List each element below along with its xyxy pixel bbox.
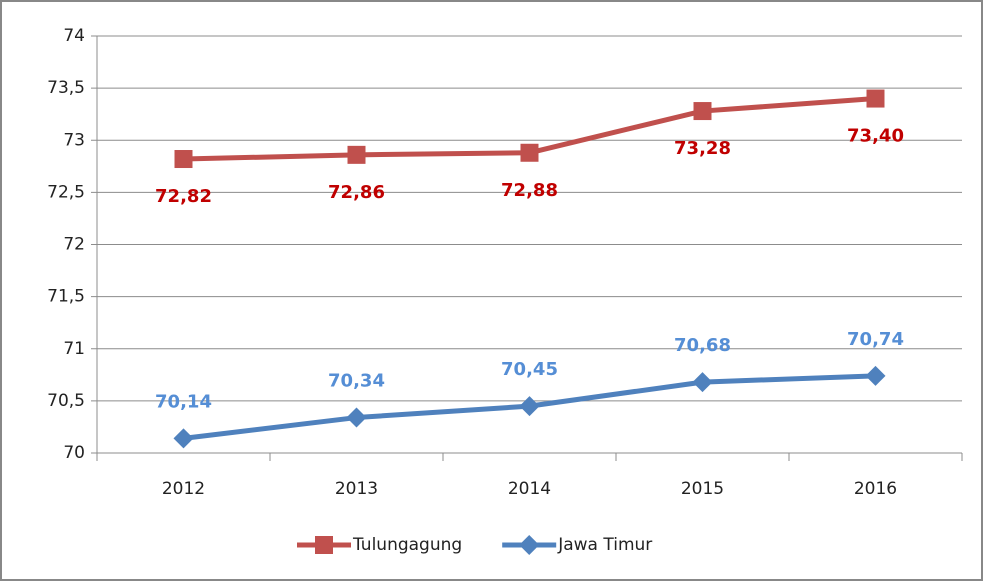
marker-square <box>347 145 366 164</box>
y-tick-label: 73,5 <box>47 78 85 98</box>
y-tick-label: 72 <box>63 235 85 255</box>
y-tick-label: 71,5 <box>47 287 85 307</box>
x-tick-label: 2016 <box>854 479 897 499</box>
value-label: 73,40 <box>847 126 904 147</box>
y-tick-label: 70 <box>63 443 85 463</box>
value-label: 70,34 <box>328 371 385 392</box>
y-tick-label: 71 <box>63 339 85 359</box>
legend-marker <box>519 535 540 555</box>
marker-diamond <box>865 365 886 386</box>
x-tick-label: 2012 <box>162 479 205 499</box>
value-label: 73,28 <box>674 138 731 159</box>
marker-square <box>174 150 193 169</box>
legend-label: Tulungagung <box>352 535 462 555</box>
value-label: 72,88 <box>501 180 558 201</box>
value-label: 70,45 <box>501 359 558 380</box>
value-label: 72,82 <box>155 186 212 207</box>
marker-diamond <box>346 407 367 428</box>
value-label: 72,86 <box>328 182 385 203</box>
legend-label: Jawa Timur <box>557 535 652 555</box>
marker-diamond <box>173 428 194 449</box>
legend-marker <box>315 536 333 554</box>
x-tick-label: 2014 <box>508 479 551 499</box>
marker-square <box>866 89 885 108</box>
marker-square <box>520 143 539 162</box>
marker-diamond <box>692 372 713 393</box>
y-tick-label: 72,5 <box>47 182 85 202</box>
y-tick-label: 73 <box>63 130 85 150</box>
value-label: 70,14 <box>155 391 212 412</box>
x-tick-label: 2013 <box>335 479 378 499</box>
marker-square <box>693 102 712 121</box>
x-tick-label: 2015 <box>681 479 724 499</box>
value-label: 70,68 <box>674 335 731 356</box>
y-tick-label: 74 <box>63 26 85 46</box>
marker-diamond <box>519 396 540 417</box>
value-label: 70,74 <box>847 329 904 350</box>
y-tick-label: 70,5 <box>47 391 85 411</box>
